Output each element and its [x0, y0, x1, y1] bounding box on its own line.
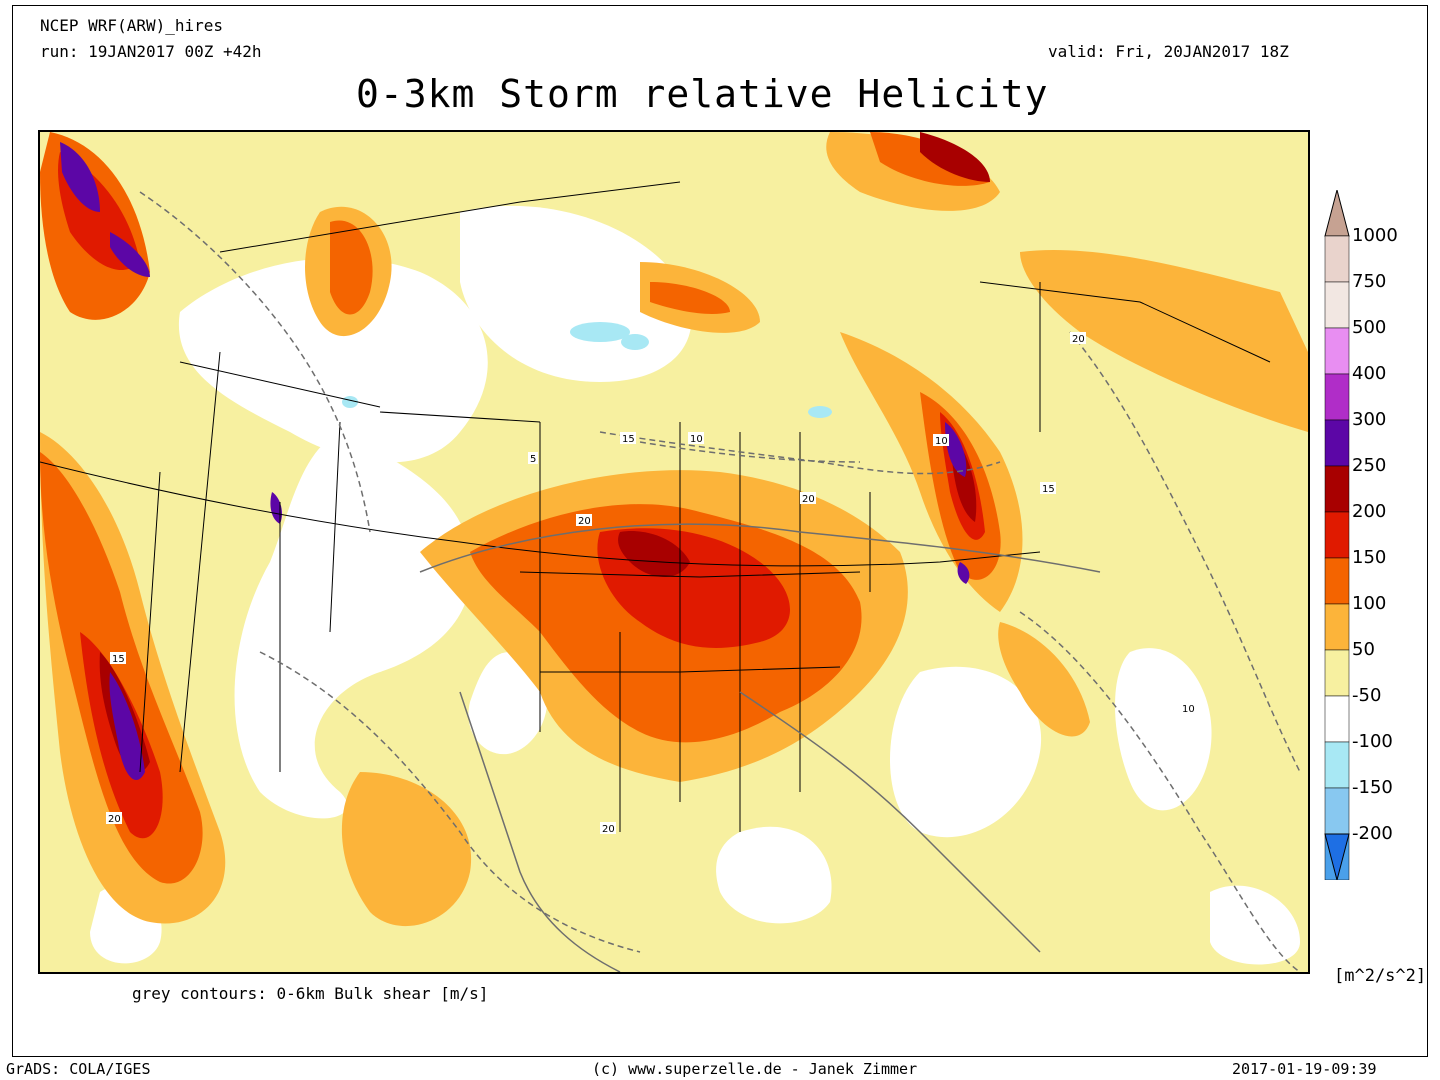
- contour-label: 20: [1072, 334, 1085, 345]
- colorbar: [1324, 190, 1350, 880]
- contour-label: 20: [108, 814, 121, 825]
- colorbar-level-label: -50: [1352, 685, 1382, 706]
- colorbar-swatch: [1324, 649, 1350, 697]
- contour-label: 20: [802, 494, 815, 505]
- colorbar-swatch: [1324, 373, 1350, 421]
- colorbar-swatch: [1324, 465, 1350, 513]
- footer-copyright: (c) www.superzelle.de - Janek Zimmer: [592, 1060, 918, 1078]
- colorbar-unit: [m^2/s^2]: [1334, 966, 1427, 986]
- colorbar-level-label: 300: [1352, 409, 1387, 430]
- colorbar-level-label: 150: [1352, 547, 1387, 568]
- contour-label: 20: [602, 824, 615, 835]
- colorbar-level-label: -100: [1352, 731, 1393, 752]
- colorbar-swatch: [1324, 235, 1350, 283]
- colorbar-level-label: 200: [1352, 501, 1387, 522]
- contour-label: 10: [935, 436, 948, 447]
- colorbar-swatch: [1324, 741, 1350, 789]
- colorbar-swatch: [1324, 787, 1350, 835]
- colorbar-level-label: -200: [1352, 823, 1393, 844]
- colorbar-swatches: [1324, 235, 1350, 880]
- colorbar-top-triangle: [1324, 190, 1350, 237]
- helicity-map: 20 15 10 5 20 10 15 15 20 20 10 20: [38, 130, 1310, 974]
- contour-label: 10: [690, 434, 703, 445]
- political-boundaries: [40, 181, 1271, 832]
- colorbar-swatch: [1324, 557, 1350, 605]
- footer-software: GrADS: COLA/IGES: [6, 1060, 151, 1078]
- contour-label: 5: [530, 454, 536, 465]
- colorbar-bottom-triangle: [1324, 833, 1350, 880]
- contour-label: 20: [578, 516, 591, 527]
- colorbar-swatch: [1324, 511, 1350, 559]
- colorbar-level-label: -150: [1352, 777, 1393, 798]
- colorbar-level-label: 400: [1352, 363, 1387, 384]
- colorbar-level-label: 500: [1352, 317, 1387, 338]
- bulk-shear-contours: [139, 191, 1301, 972]
- map-canvas: 20 15 10 5 20 10 15 15 20 20 10 20: [40, 132, 1308, 972]
- contour-label: 10: [1182, 704, 1195, 715]
- colorbar-level-label: 750: [1352, 271, 1387, 292]
- colorbar-level-label: 50: [1352, 639, 1375, 660]
- colorbar-swatch: [1324, 695, 1350, 743]
- colorbar-level-label: 250: [1352, 455, 1387, 476]
- figure-frame: [12, 5, 1428, 1057]
- colorbar-swatch: [1324, 419, 1350, 467]
- colorbar-level-label: 1000: [1352, 225, 1398, 246]
- model-label: NCEP WRF(ARW)_hires: [40, 16, 224, 35]
- contour-label: 15: [622, 434, 635, 445]
- overlay-note: grey contours: 0-6km Bulk shear [m/s]: [132, 984, 489, 1003]
- helicity-300-400: [60, 142, 970, 781]
- contour-label: 15: [1042, 484, 1055, 495]
- valid-time-label: valid: Fri, 20JAN2017 18Z: [1048, 42, 1289, 61]
- map-title: 0-3km Storm relative Helicity: [356, 72, 1049, 116]
- contour-label: 15: [112, 654, 125, 665]
- run-label: run: 19JAN2017 00Z +42h: [40, 42, 262, 61]
- low-helicity-regions: [90, 205, 1300, 965]
- colorbar-swatch: [1324, 327, 1350, 375]
- colorbar-swatch: [1324, 281, 1350, 329]
- colorbar-level-label: 100: [1352, 593, 1387, 614]
- colorbar-swatch: [1324, 603, 1350, 651]
- contour-label-group: 20 15 10 5 20 10 15 15 20 20 10 20: [106, 332, 1196, 835]
- footer-timestamp: 2017-01-19-09:39: [1232, 1060, 1377, 1078]
